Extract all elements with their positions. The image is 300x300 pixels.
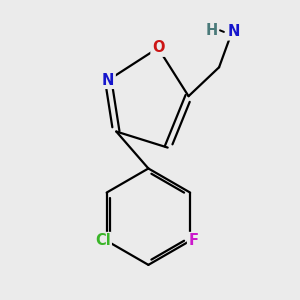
Text: N: N (102, 73, 114, 88)
Text: F: F (188, 233, 198, 248)
Text: H: H (206, 23, 218, 38)
Text: O: O (152, 40, 164, 56)
Text: N: N (227, 24, 240, 39)
Text: Cl: Cl (95, 233, 110, 248)
